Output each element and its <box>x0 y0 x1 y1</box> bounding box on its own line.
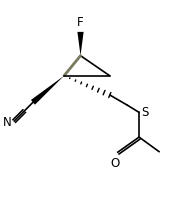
Text: F: F <box>77 16 84 29</box>
Text: N: N <box>3 116 12 128</box>
Polygon shape <box>31 76 64 105</box>
Polygon shape <box>77 33 84 56</box>
Text: O: O <box>111 156 120 169</box>
Text: S: S <box>141 106 149 119</box>
